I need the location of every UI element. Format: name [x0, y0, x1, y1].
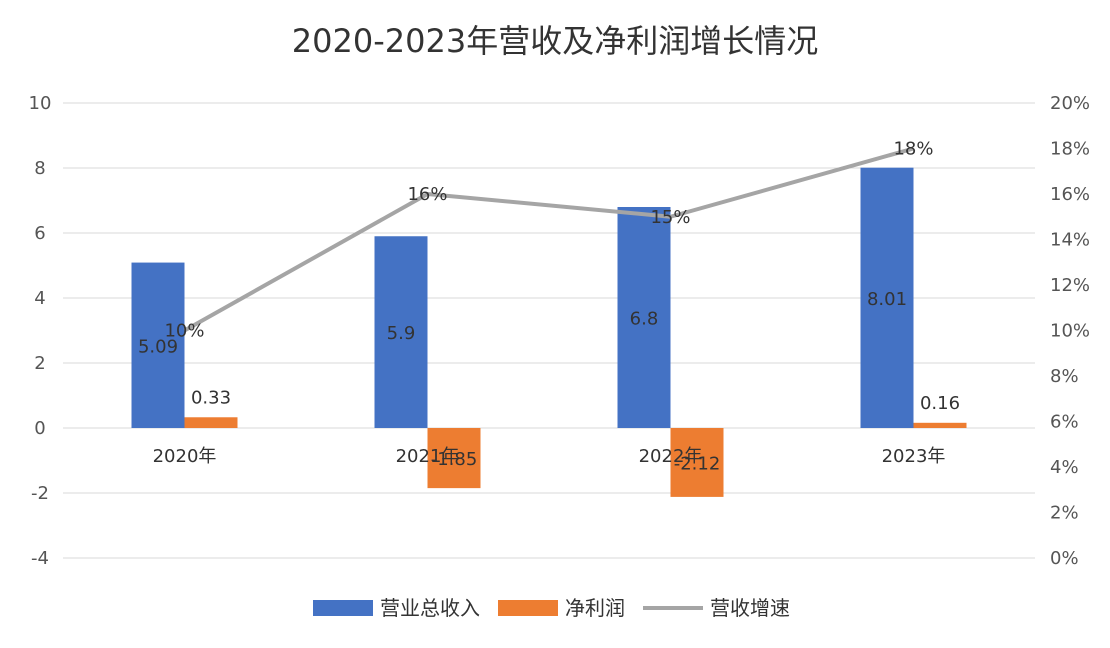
bar-revenue [374, 236, 428, 428]
data-label-net-profit: -1.85 [431, 449, 478, 470]
chart-title: 2020-2023年营收及净利润增长情况 [292, 22, 818, 60]
y-right-tick-label: 2% [1050, 503, 1079, 524]
y-right-tick-label: 12% [1050, 275, 1090, 296]
legend-label: 营收增速 [710, 596, 790, 620]
y-left-tick-label: 2 [34, 353, 45, 374]
bar-revenue [617, 207, 671, 428]
y-right-tick-label: 10% [1050, 321, 1090, 342]
legend-swatch [313, 600, 373, 616]
y-right-tick-label: 4% [1050, 457, 1079, 478]
data-label-growth: 10% [164, 321, 204, 342]
data-label-growth: 15% [650, 207, 690, 228]
legend-swatch [498, 600, 558, 616]
x-category-label: 2021年 [396, 446, 460, 467]
bar-revenue [860, 167, 914, 429]
data-label-growth: 16% [407, 184, 447, 205]
y-right-tick-label: 16% [1050, 184, 1090, 205]
bar-net-profit [184, 417, 238, 428]
y-left-tick-label: 8 [34, 158, 45, 179]
line-growth [183, 146, 915, 333]
y-right-tick-label: 14% [1050, 230, 1090, 251]
data-label-net-profit: 0.16 [920, 393, 960, 414]
x-category-label: 2022年 [639, 446, 703, 467]
y-right-tick-label: 0% [1050, 548, 1079, 569]
bar-revenue [131, 262, 185, 428]
y-left-tick-label: -4 [31, 548, 49, 569]
data-label-net-profit: -2.12 [674, 453, 721, 474]
y-right-tick-label: 20% [1050, 93, 1090, 114]
y-left-tick-label: 6 [34, 223, 45, 244]
bar-net-profit [670, 428, 724, 497]
y-left-tick-label: 0 [34, 418, 45, 439]
data-label-revenue: 5.9 [387, 323, 416, 344]
legend-label: 净利润 [565, 596, 625, 620]
data-label-growth: 18% [893, 139, 933, 160]
x-category-label: 2023年 [882, 446, 946, 467]
y-left-tick-label: 4 [34, 288, 45, 309]
x-category-label: 2020年 [153, 446, 217, 467]
y-right-tick-label: 8% [1050, 366, 1079, 387]
data-label-revenue: 6.8 [630, 309, 659, 330]
data-label-net-profit: 0.33 [191, 387, 231, 408]
y-left-tick-label: 10 [29, 93, 52, 114]
bar-net-profit [913, 422, 967, 428]
bar-net-profit [427, 428, 481, 489]
y-right-tick-label: 6% [1050, 412, 1079, 433]
data-label-revenue: 5.09 [138, 336, 178, 357]
y-left-tick-label: -2 [31, 483, 49, 504]
data-label-revenue: 8.01 [867, 289, 907, 310]
y-right-tick-label: 18% [1050, 139, 1090, 160]
legend-label: 营业总收入 [380, 596, 480, 620]
